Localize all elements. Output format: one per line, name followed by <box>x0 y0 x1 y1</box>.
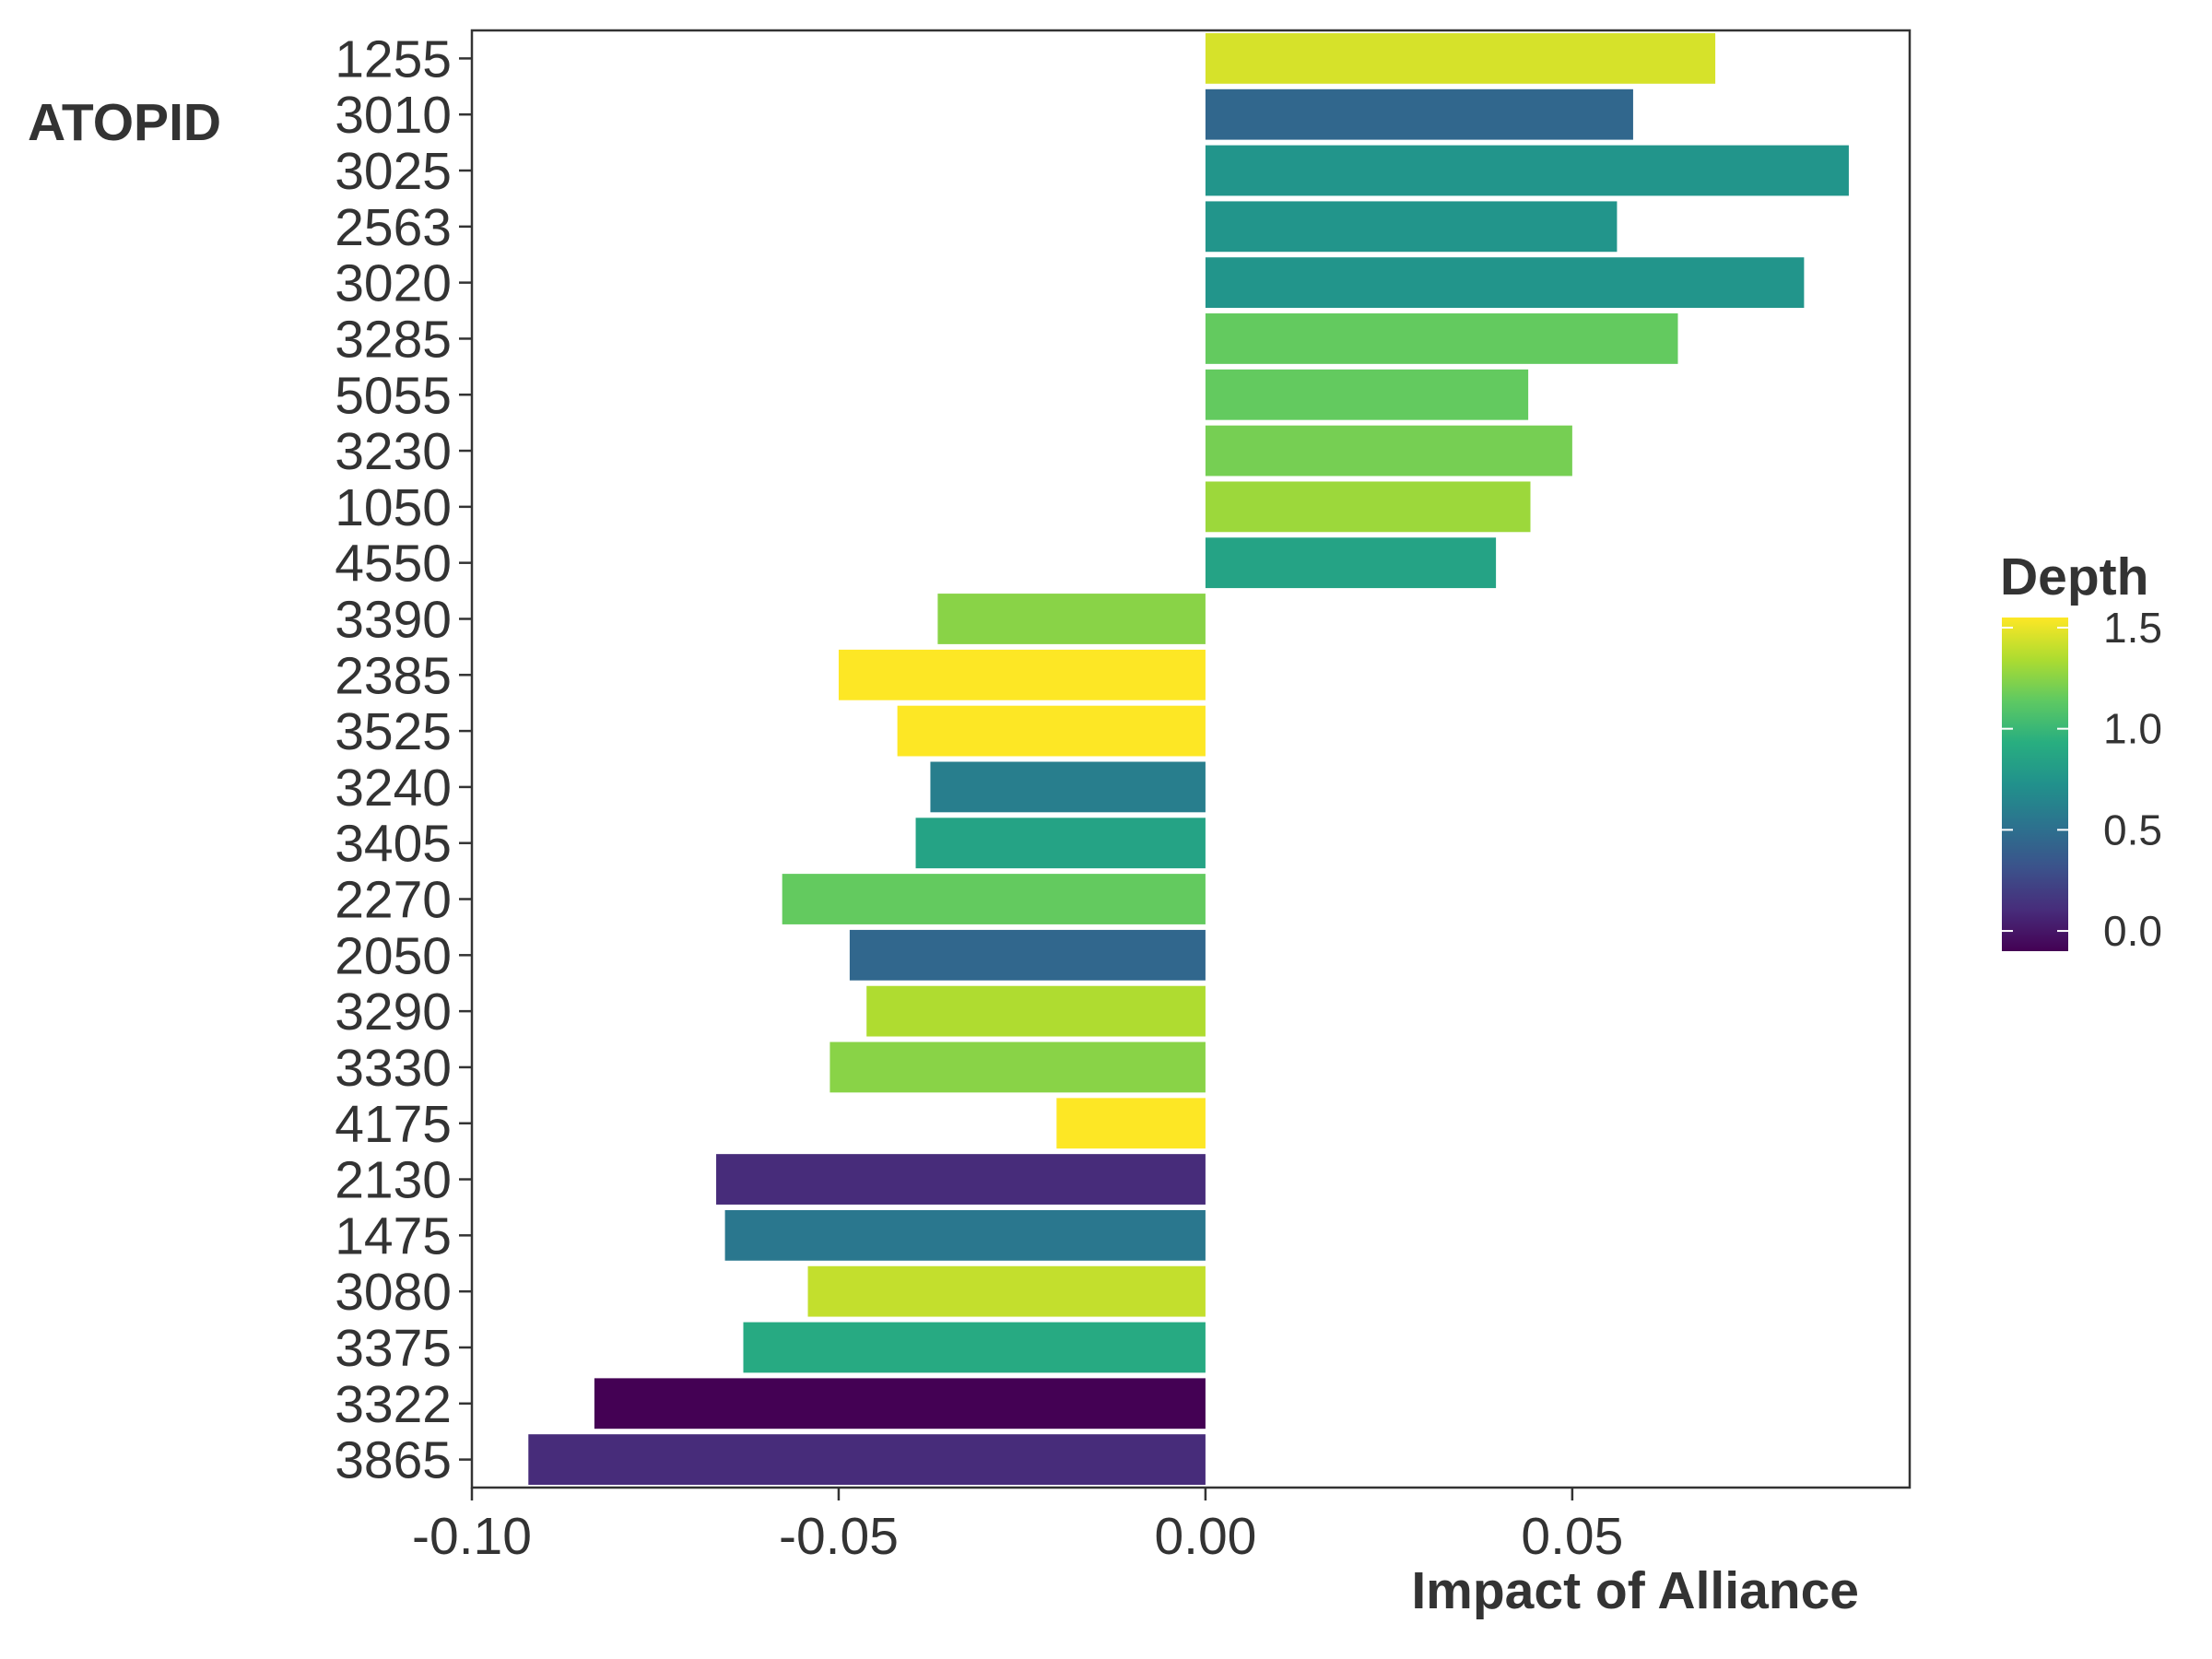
y-tick-label: 3020 <box>335 254 452 313</box>
y-axis: 1255301030252563302032855055323010504550… <box>335 29 472 1490</box>
y-tick-label: 4175 <box>335 1095 452 1154</box>
bar-3865 <box>528 1434 1206 1485</box>
y-tick-label: 3865 <box>335 1431 452 1490</box>
bar-3330 <box>830 1041 1206 1093</box>
y-tick-label: 5055 <box>335 366 452 425</box>
x-axis: -0.10 -0.05 0.00 0.05 <box>412 1488 1623 1566</box>
y-tick-label: 4550 <box>335 535 452 594</box>
bar-1050 <box>1205 481 1531 533</box>
y-tick-label: 3240 <box>335 759 452 818</box>
y-tick-label: 3010 <box>335 86 452 145</box>
y-tick-label: 3230 <box>335 422 452 481</box>
y-tick-label: 1050 <box>335 478 452 537</box>
legend-tick-label: 1.5 <box>2103 604 2162 652</box>
bar-1255 <box>1205 33 1716 84</box>
y-tick-label: 3322 <box>335 1375 452 1434</box>
bar-2563 <box>1205 201 1618 253</box>
y-tick-label: 2050 <box>335 926 452 985</box>
x-tick-label: -0.10 <box>412 1507 532 1566</box>
legend-tick-label: 0.5 <box>2103 806 2162 853</box>
y-axis-title: ATOPID <box>28 93 221 152</box>
y-tick-label: 3525 <box>335 702 452 761</box>
legend-tick-label: 0.0 <box>2103 907 2162 955</box>
legend: Depth 0.0 0.5 1.0 1.5 <box>2000 547 2162 955</box>
bar-3405 <box>915 818 1206 869</box>
y-tick-label: 3375 <box>335 1319 452 1378</box>
plot-panel-border <box>470 29 1912 1489</box>
legend-colorbar <box>2002 618 2068 951</box>
y-tick-label: 1255 <box>335 29 452 88</box>
legend-title: Depth <box>2000 547 2148 606</box>
x-tick-label: 0.00 <box>1154 1507 1256 1566</box>
bar-3525 <box>897 705 1206 757</box>
y-tick-label: 3405 <box>335 815 452 874</box>
bar-3080 <box>807 1265 1206 1317</box>
bar-2385 <box>838 649 1206 700</box>
bar-3020 <box>1205 257 1805 309</box>
bar-3375 <box>743 1322 1206 1373</box>
y-tick-label: 1475 <box>335 1206 452 1265</box>
x-axis-title: Impact of Alliance <box>1411 1561 1859 1620</box>
bar-3290 <box>866 985 1206 1037</box>
bar-4175 <box>1056 1098 1206 1149</box>
y-tick-label: 2563 <box>335 198 452 257</box>
bar-3322 <box>594 1378 1206 1430</box>
bar-3025 <box>1205 145 1849 196</box>
x-tick-label: 0.05 <box>1521 1507 1623 1566</box>
bar-2050 <box>849 929 1206 981</box>
y-tick-label: 2385 <box>335 646 452 705</box>
y-tick-label: 2130 <box>335 1151 452 1210</box>
bar-3285 <box>1205 313 1678 364</box>
bar-3390 <box>937 594 1206 644</box>
y-tick-label: 3330 <box>335 1039 452 1098</box>
y-tick-label: 3025 <box>335 142 452 201</box>
y-tick-label: 3390 <box>335 590 452 649</box>
bar-1475 <box>724 1209 1206 1261</box>
legend-tick-label: 1.0 <box>2103 705 2162 753</box>
y-tick-label: 3080 <box>335 1263 452 1322</box>
bar-5055 <box>1205 369 1529 420</box>
bars <box>528 33 1849 1485</box>
x-tick-label: -0.05 <box>779 1507 899 1566</box>
bar-4550 <box>1205 537 1497 589</box>
bar-3010 <box>1205 88 1633 140</box>
bar-3240 <box>930 761 1206 813</box>
bar-2270 <box>782 874 1206 924</box>
y-tick-label: 2270 <box>335 871 452 930</box>
y-tick-label: 3285 <box>335 310 452 369</box>
bar-2130 <box>716 1154 1206 1205</box>
y-tick-label: 3290 <box>335 982 452 1041</box>
bar-3230 <box>1205 425 1572 477</box>
